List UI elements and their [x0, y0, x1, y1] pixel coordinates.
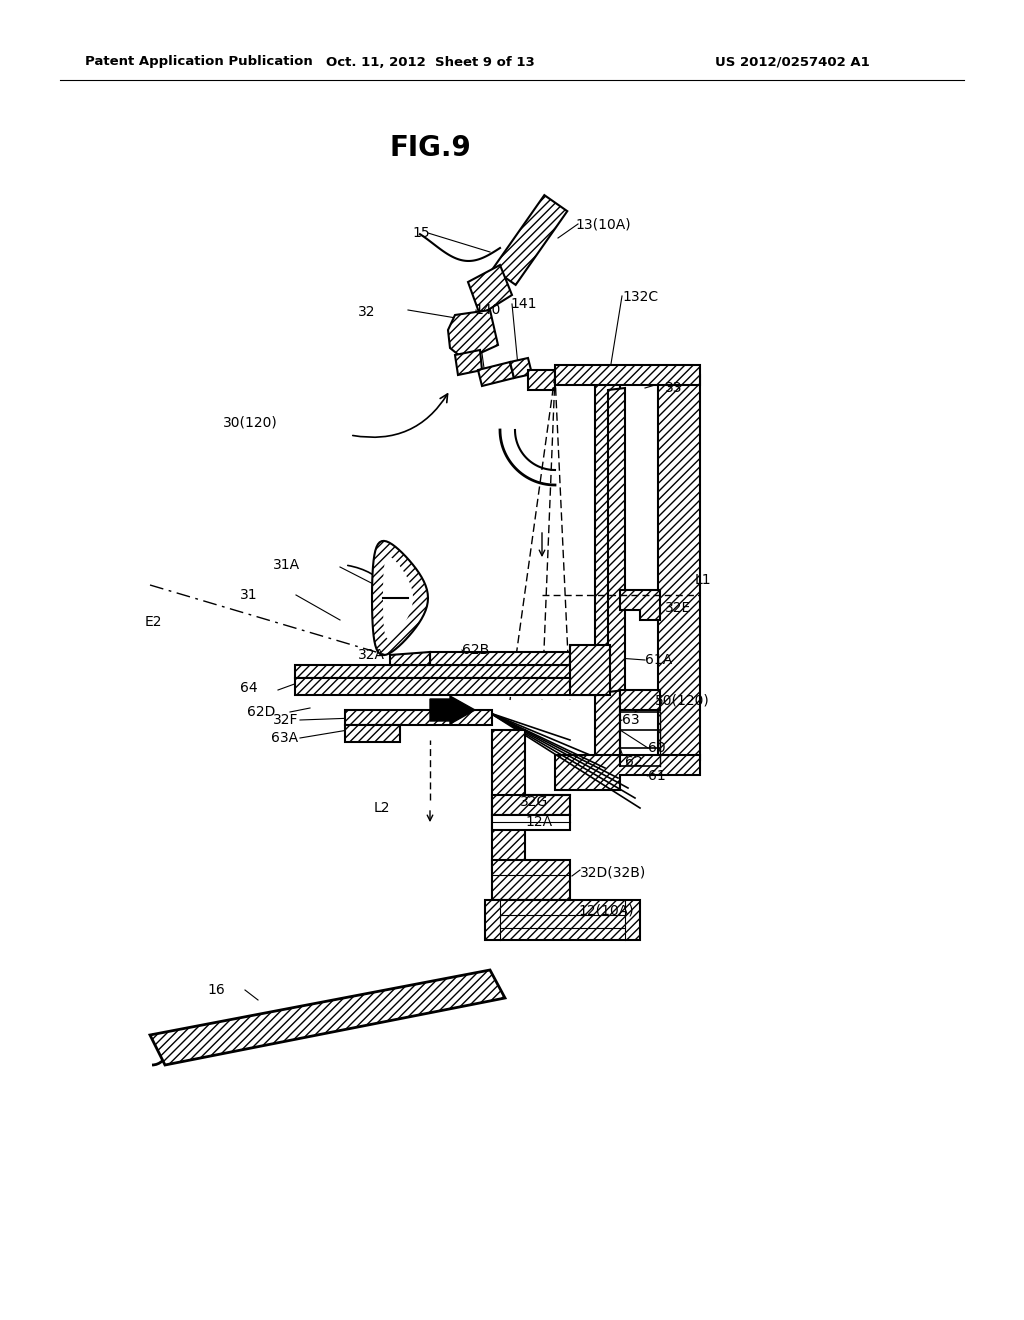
Polygon shape: [468, 265, 512, 315]
Polygon shape: [478, 362, 514, 385]
Text: 32E: 32E: [665, 601, 691, 615]
Text: 141: 141: [510, 297, 537, 312]
Text: 60: 60: [648, 741, 666, 755]
Text: 32F: 32F: [272, 713, 298, 727]
Polygon shape: [492, 814, 570, 830]
Text: 32A: 32A: [358, 648, 385, 663]
Text: 15: 15: [413, 226, 430, 240]
Text: 132C: 132C: [622, 290, 658, 304]
Polygon shape: [510, 358, 532, 378]
Polygon shape: [493, 195, 567, 285]
Text: 63A: 63A: [271, 731, 298, 744]
Text: 62: 62: [625, 755, 643, 770]
Text: 31: 31: [241, 587, 258, 602]
Text: 64: 64: [241, 681, 258, 696]
Text: 50(120): 50(120): [655, 693, 710, 708]
Polygon shape: [620, 590, 660, 620]
Text: FIG.9: FIG.9: [389, 135, 471, 162]
Polygon shape: [295, 665, 600, 678]
Text: Patent Application Publication: Patent Application Publication: [85, 55, 312, 69]
FancyArrowPatch shape: [352, 393, 447, 437]
Polygon shape: [492, 861, 570, 900]
Polygon shape: [492, 730, 525, 870]
Text: 12(10A): 12(10A): [578, 903, 634, 917]
Polygon shape: [485, 900, 640, 940]
FancyArrowPatch shape: [348, 565, 389, 589]
Text: US 2012/0257402 A1: US 2012/0257402 A1: [715, 55, 870, 69]
Polygon shape: [150, 970, 505, 1065]
Text: L2: L2: [374, 801, 390, 814]
Polygon shape: [658, 375, 700, 760]
Text: 140: 140: [474, 304, 501, 317]
Polygon shape: [449, 310, 498, 360]
Polygon shape: [430, 652, 570, 665]
Polygon shape: [555, 755, 700, 789]
Text: Oct. 11, 2012  Sheet 9 of 13: Oct. 11, 2012 Sheet 9 of 13: [326, 55, 535, 69]
Text: E2: E2: [144, 615, 162, 630]
Polygon shape: [372, 541, 428, 655]
Polygon shape: [528, 370, 555, 389]
Polygon shape: [383, 557, 413, 639]
Text: 30(120): 30(120): [223, 414, 278, 429]
Text: 32D(32B): 32D(32B): [580, 865, 646, 879]
Text: 16: 16: [207, 983, 225, 997]
Text: 12A: 12A: [525, 814, 552, 829]
Text: 61A: 61A: [645, 653, 672, 667]
Text: 32G: 32G: [520, 795, 548, 809]
FancyArrow shape: [430, 696, 475, 723]
Polygon shape: [570, 645, 610, 696]
Text: 13(10A): 13(10A): [575, 218, 631, 232]
Text: L1: L1: [695, 573, 712, 587]
Polygon shape: [345, 710, 492, 725]
Polygon shape: [555, 366, 700, 385]
Polygon shape: [620, 690, 660, 710]
Polygon shape: [595, 380, 620, 760]
Polygon shape: [345, 725, 400, 742]
Text: 61: 61: [648, 770, 666, 783]
Text: 31A: 31A: [272, 558, 300, 572]
Text: 32: 32: [357, 305, 375, 319]
Polygon shape: [608, 388, 625, 692]
Text: 62D: 62D: [247, 705, 275, 719]
Polygon shape: [295, 678, 600, 696]
Polygon shape: [492, 795, 570, 814]
Text: 33: 33: [665, 381, 683, 395]
Text: 63: 63: [622, 713, 640, 727]
Text: 62B: 62B: [462, 643, 489, 657]
Polygon shape: [390, 652, 430, 665]
Polygon shape: [455, 350, 482, 375]
